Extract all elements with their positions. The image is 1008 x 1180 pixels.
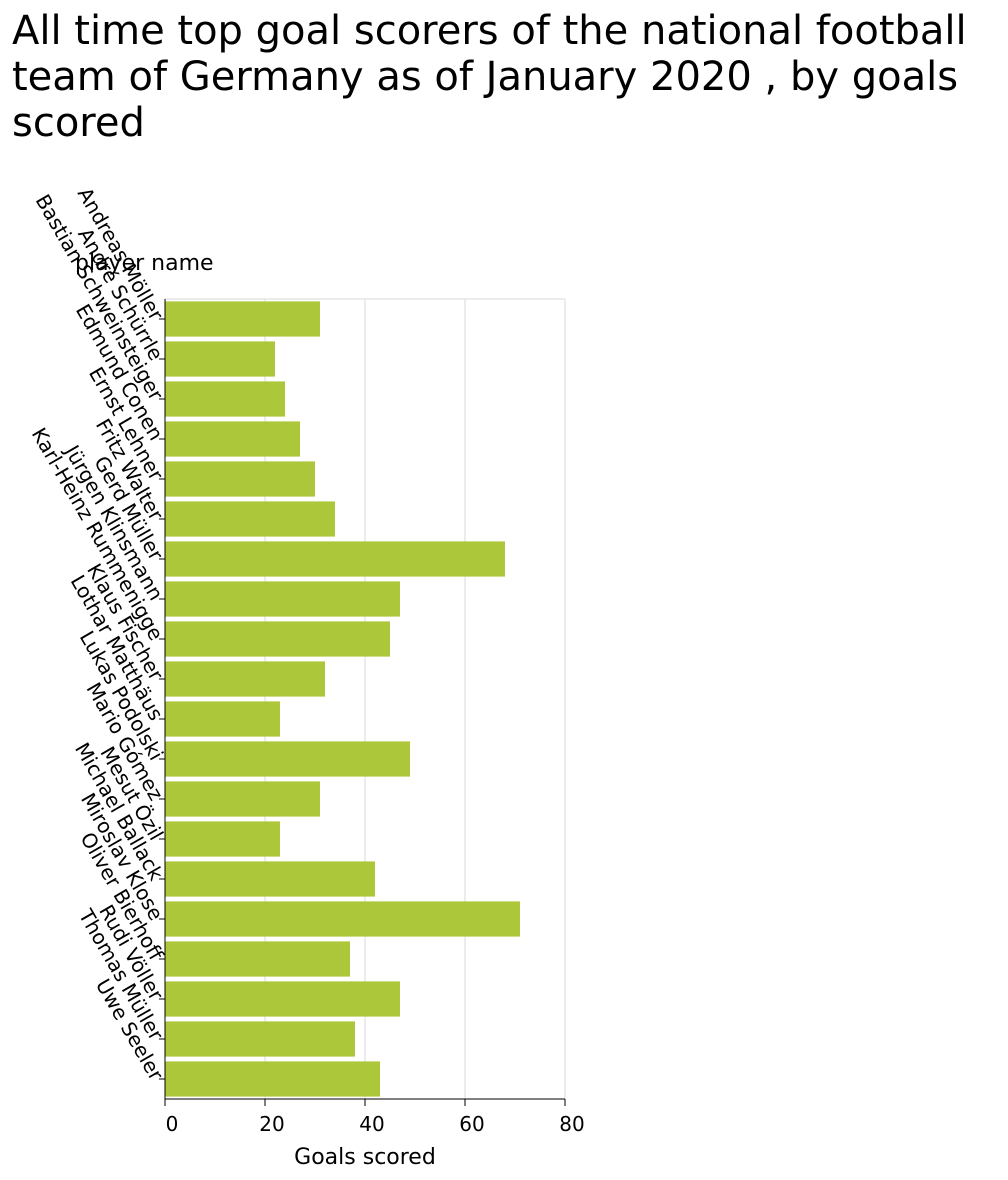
bars — [165, 301, 520, 1097]
bar — [165, 301, 320, 337]
bar — [165, 701, 280, 737]
bar — [165, 941, 350, 977]
bar — [165, 501, 335, 537]
bar — [165, 981, 400, 1017]
bar — [165, 1061, 380, 1097]
x-axis-title: Goals scored — [294, 1145, 436, 1170]
x-tick-label: 20 — [259, 1112, 284, 1136]
bar — [165, 781, 320, 817]
tick-labels: 0 20 40 60 80 — [166, 1112, 585, 1136]
gridlines — [165, 298, 566, 1099]
x-tick-label: 80 — [559, 1112, 584, 1136]
bar — [165, 581, 400, 617]
y-axis-title: player name — [75, 251, 214, 276]
x-tick-label: 60 — [459, 1112, 484, 1136]
bar — [165, 421, 300, 457]
bar — [165, 541, 505, 577]
axes — [159, 299, 566, 1106]
x-tick-label: 0 — [166, 1112, 179, 1136]
bar — [165, 901, 520, 937]
x-tick-label: 40 — [359, 1112, 384, 1136]
bar — [165, 621, 390, 657]
chart-title: All time top goal scorers of the nationa… — [12, 8, 967, 146]
bar — [165, 741, 410, 777]
bar — [165, 821, 280, 857]
bar — [165, 461, 315, 497]
bar — [165, 661, 325, 697]
bar — [165, 341, 275, 377]
bar — [165, 1021, 355, 1057]
bar — [165, 381, 285, 417]
bar — [165, 861, 375, 897]
